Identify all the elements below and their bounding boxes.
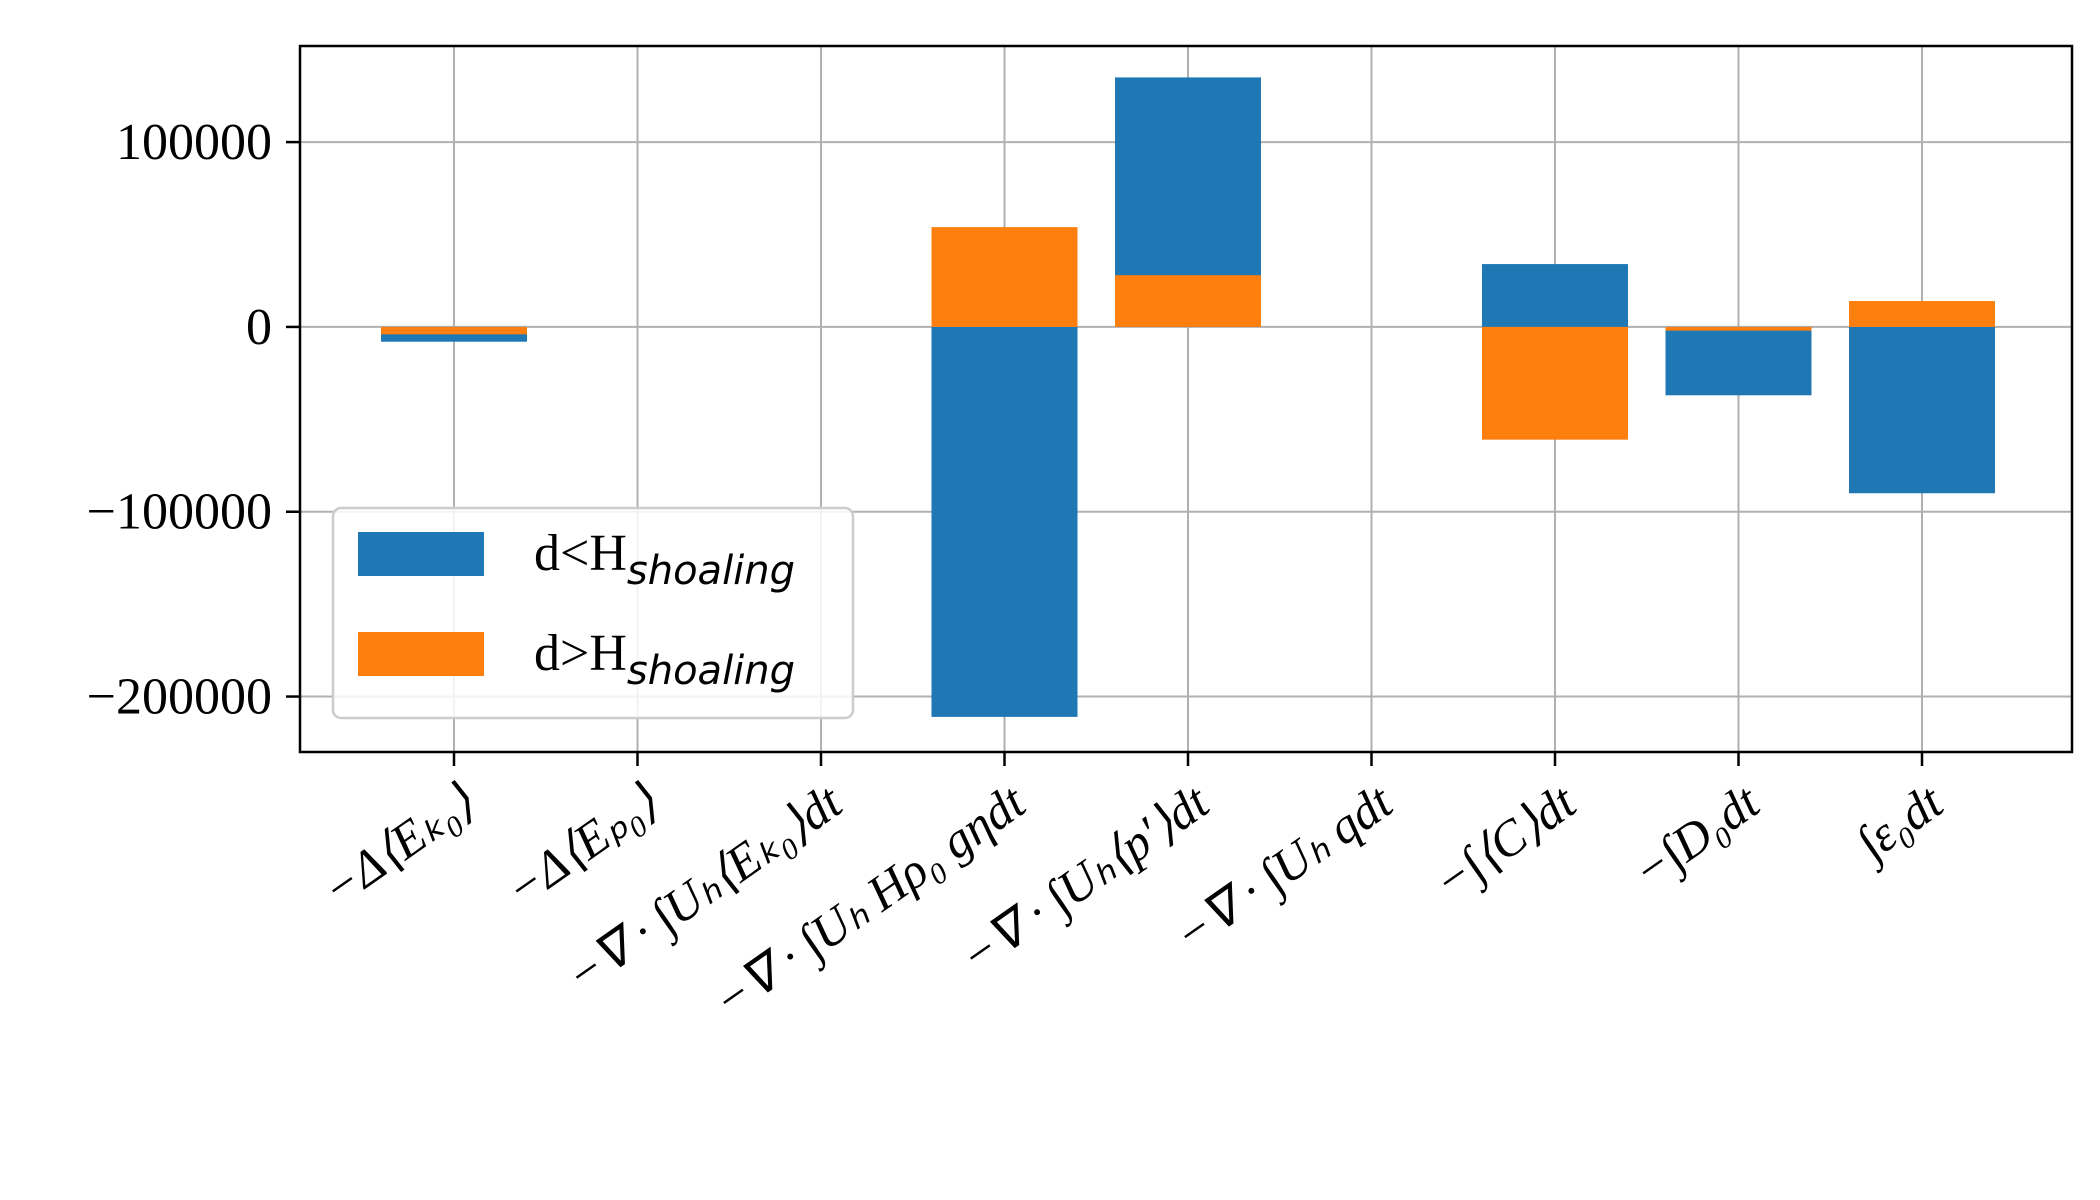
legend: d<Hshoaling d>Hshoaling xyxy=(331,506,855,720)
y-tick-label-1: 0 xyxy=(246,299,272,356)
y-tick-label-2: −100000 xyxy=(87,484,272,541)
x-tick-label-3: −∇ · ∫Uₕ Hρ₀ gηdt xyxy=(703,773,1037,1032)
x-axis: −Δ⟨Eₖ₀⟩ −Δ⟨Eₚ₀⟩−∇ · ∫Uₕ⟨Eₖ₀⟩dt−∇ · ∫Uₕ Hρ… xyxy=(312,752,1955,1031)
x-tick-label-7: −∫D₀dt xyxy=(1622,773,1771,902)
bar-series-1-7 xyxy=(1665,326,1812,331)
bars xyxy=(381,77,1995,717)
legend-label-0: d<Hshoaling xyxy=(534,525,795,594)
plot-frame xyxy=(298,44,2074,754)
bar-series-1-6 xyxy=(1482,326,1628,440)
x-tick-label-0: −Δ⟨Eₖ₀⟩ xyxy=(312,773,484,917)
bar-series-0-7 xyxy=(1665,326,1812,396)
bar-series-1-3 xyxy=(931,227,1078,327)
y-tick-label-0: 100000 xyxy=(116,114,272,171)
bar-series-1-8 xyxy=(1849,301,1995,327)
bar-series-1-0 xyxy=(381,326,527,335)
y-tick-label-3: −200000 xyxy=(87,669,272,726)
legend-swatch-0 xyxy=(358,532,484,576)
bar-series-0-8 xyxy=(1849,326,1995,494)
bar-series-0-3 xyxy=(931,326,1078,717)
bar-series-0-6 xyxy=(1482,264,1628,327)
x-tick-label-1: −Δ⟨Eₚ₀⟩ xyxy=(495,773,668,917)
x-tick-label-6: −∫⟨C⟩dt xyxy=(1423,773,1588,913)
x-tick-label-8: ∫ε₀dt xyxy=(1844,773,1955,875)
legend-label-1: d>Hshoaling xyxy=(534,625,795,694)
legend-swatch-1 xyxy=(358,632,484,676)
y-axis: 100000 0 −100000 −200000 xyxy=(87,114,300,726)
bar-series-1-4 xyxy=(1115,275,1261,327)
